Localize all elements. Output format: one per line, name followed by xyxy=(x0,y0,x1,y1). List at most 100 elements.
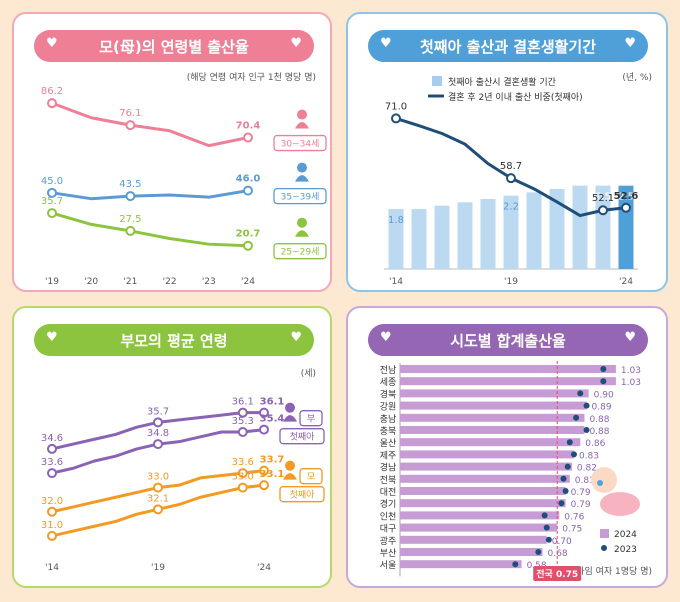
region-label: 충북 xyxy=(380,426,397,437)
unit-note: (해당 연령 여자 인구 1천 명당 명) xyxy=(186,73,316,83)
data-point xyxy=(47,98,57,109)
person-icon-body xyxy=(295,230,309,237)
x-tick-label: '24 xyxy=(241,277,255,287)
baby-icon-pacifier xyxy=(597,480,603,486)
parent-icon xyxy=(285,402,295,413)
data-point xyxy=(125,120,136,131)
heart-icon: ♥ xyxy=(380,330,392,345)
bar-2024 xyxy=(400,365,616,373)
data-point xyxy=(243,240,253,251)
data-point xyxy=(125,225,136,236)
point-2023 xyxy=(583,402,590,409)
data-label: 33.6 xyxy=(232,457,254,468)
national-badge-box xyxy=(533,566,582,581)
point-2023 xyxy=(570,451,577,458)
line-point xyxy=(621,202,631,213)
heart-icon: ♥ xyxy=(624,330,636,345)
bar-2024 xyxy=(400,487,566,495)
panel-title: ♥ 모(母)의 연령별 출산율 ♥ xyxy=(34,30,314,62)
line-label: 58.7 xyxy=(500,161,522,172)
region-label: 부산 xyxy=(380,548,397,559)
point-2023 xyxy=(562,488,569,494)
point-2023 xyxy=(600,366,607,372)
bar-value-label: 0.88 xyxy=(589,427,609,437)
x-tick-label: '23 xyxy=(202,277,216,287)
line-point xyxy=(506,173,516,184)
data-label: 31.0 xyxy=(41,520,63,531)
region-label: 강원 xyxy=(380,402,397,413)
bar-value-label: 0.83 xyxy=(579,451,599,461)
data-point xyxy=(237,427,248,437)
point-2023 xyxy=(566,439,573,446)
data-label: 27.5 xyxy=(119,214,141,225)
point-2023 xyxy=(583,427,590,433)
heart-icon: ♥ xyxy=(624,36,636,51)
x-tick-label: '19 xyxy=(151,563,165,573)
legend-label: 첫째아 출산시 결혼생활 기간 xyxy=(448,76,556,88)
line-point xyxy=(598,205,608,216)
bar-2024 xyxy=(400,474,570,483)
bar xyxy=(480,199,496,269)
bar-2024 xyxy=(400,450,574,459)
data-point xyxy=(237,482,248,493)
bar-label: 2.2 xyxy=(503,202,519,213)
bar xyxy=(572,185,588,269)
region-label: 대구 xyxy=(380,524,397,535)
series-legend: 부 xyxy=(307,414,315,425)
point-2023 xyxy=(541,512,548,519)
region-label: 대전 xyxy=(380,487,397,498)
data-label: 33.1 xyxy=(260,469,285,480)
bar-value-label: 0.76 xyxy=(564,512,584,522)
data-label: 33.7 xyxy=(260,455,285,466)
data-label: 43.5 xyxy=(119,179,141,190)
bar-2024 xyxy=(400,377,616,386)
region-label: 경북 xyxy=(380,388,397,400)
line-label: 52.1 xyxy=(592,193,614,204)
data-label: 35.4 xyxy=(260,414,285,425)
panel-first-birth-marriage: ♥ 첫째아 출산과 결혼생활기간 ♥ (년, %) 첫째아 출산시 결혼생활 기… xyxy=(346,12,668,292)
bar-value-label: 0.70 xyxy=(552,537,572,547)
data-label: 33.6 xyxy=(41,457,63,468)
bar-2024 xyxy=(400,426,585,434)
data-point xyxy=(47,208,57,219)
line-point xyxy=(391,113,401,124)
data-label: 35.7 xyxy=(41,196,63,207)
bar-label: 2.5 xyxy=(618,192,634,203)
series-legend-box xyxy=(299,468,323,485)
region-label: 경남 xyxy=(380,462,397,474)
bar xyxy=(595,185,611,269)
person-icon xyxy=(297,109,307,120)
region-label: 전북 xyxy=(380,475,397,486)
data-point xyxy=(47,443,57,454)
x-tick-label: '22 xyxy=(163,277,177,287)
heart-icon: ♥ xyxy=(46,330,58,345)
region-label: 인천 xyxy=(380,511,397,522)
data-point xyxy=(259,424,269,435)
data-point xyxy=(47,468,57,479)
data-label: 32.1 xyxy=(147,493,169,504)
data-label: 86.2 xyxy=(41,86,63,97)
series-legend: 25~29세 xyxy=(281,247,320,258)
x-tick-label: '14 xyxy=(45,563,59,573)
bar-label: 1.8 xyxy=(388,215,404,226)
person-icon xyxy=(297,162,307,173)
parent-icon-body xyxy=(283,473,297,480)
point-2023 xyxy=(543,524,550,531)
bar xyxy=(434,205,450,269)
fertility-by-age-chart: '19 '20 '21 '22 '23 '24 86.2 76.1 70.4 30~34세 45.0… xyxy=(41,86,327,287)
bar-value-label: 0.86 xyxy=(585,439,605,449)
data-label: 36.1 xyxy=(232,397,254,408)
legend-label: 결혼 후 2년 이내 출산 비중(첫째아) xyxy=(448,91,583,103)
data-point xyxy=(243,132,253,143)
panel-regional-fertility: ♥ 시도별 합계출산율 ♥ (가임 여자 1명당 명) 전남 1.03 세종 1.03… xyxy=(346,306,668,588)
x-tick-label: '14 xyxy=(389,277,403,287)
bar-2024 xyxy=(400,413,585,422)
point-2023 xyxy=(560,475,567,482)
x-tick-label: '19 xyxy=(45,277,59,287)
panel-title: ♥ 첫째아 출산과 결혼생활기간 ♥ xyxy=(368,30,648,62)
series-legend-box xyxy=(299,410,323,427)
series-legend: 35~39세 xyxy=(281,192,320,203)
data-label: 70.4 xyxy=(236,121,261,132)
bar-value-label: 0.88 xyxy=(589,415,609,425)
data-label: 36.1 xyxy=(260,397,285,408)
